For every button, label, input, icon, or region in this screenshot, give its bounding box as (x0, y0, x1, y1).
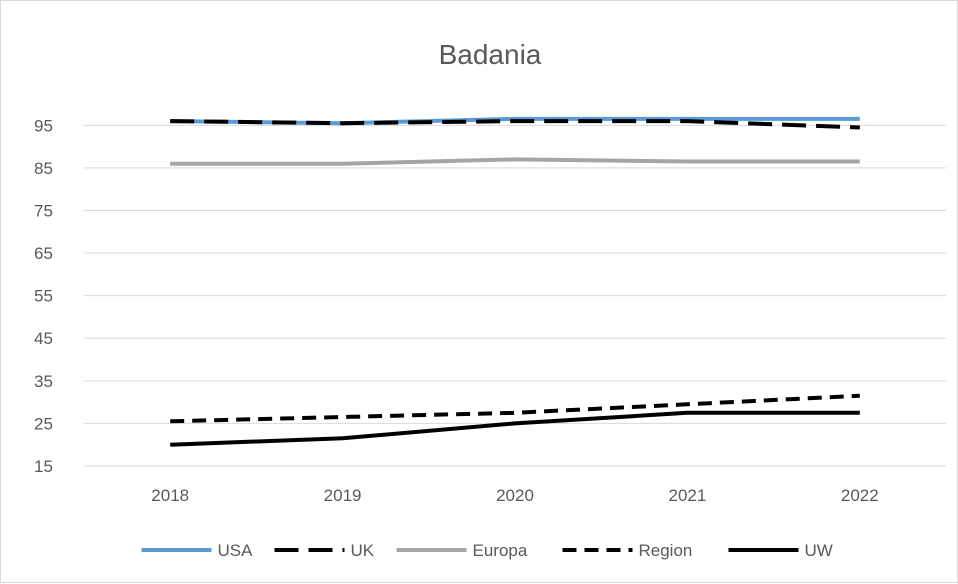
chart-title: Badania (439, 39, 542, 70)
series-lines (170, 116, 860, 447)
y-tick-label: 75 (34, 201, 53, 220)
x-tick-label: 2018 (151, 486, 189, 505)
y-tick-label: 35 (34, 372, 53, 391)
x-tick-label: 2020 (496, 486, 534, 505)
series-line-europa (170, 157, 860, 166)
series-line-uk (170, 119, 860, 130)
y-tick-label: 85 (34, 159, 53, 178)
series-line-region (170, 393, 860, 424)
gridlines (84, 124, 946, 467)
x-tick-label: 2022 (841, 486, 879, 505)
legend: USA UK Europa Region UW (141, 541, 833, 560)
y-tick-label: 55 (34, 287, 53, 306)
x-axis-ticks: 2018 2019 2020 2021 2022 (151, 486, 878, 505)
legend-label-region: Region (639, 541, 693, 560)
y-tick-label: 65 (34, 244, 53, 263)
legend-label-usa: USA (218, 541, 254, 560)
legend-label-uk: UK (351, 541, 375, 560)
y-tick-label: 45 (34, 329, 53, 348)
y-tick-label: 95 (34, 116, 53, 135)
y-axis-ticks: 15 25 35 45 55 65 75 85 95 (34, 116, 53, 476)
y-tick-label: 15 (34, 457, 53, 476)
legend-label-europa: Europa (473, 541, 528, 560)
x-tick-label: 2019 (324, 486, 362, 505)
y-tick-label: 25 (34, 414, 53, 433)
x-tick-label: 2021 (668, 486, 706, 505)
series-line-uw (170, 410, 860, 447)
legend-label-uw: UW (805, 541, 833, 560)
